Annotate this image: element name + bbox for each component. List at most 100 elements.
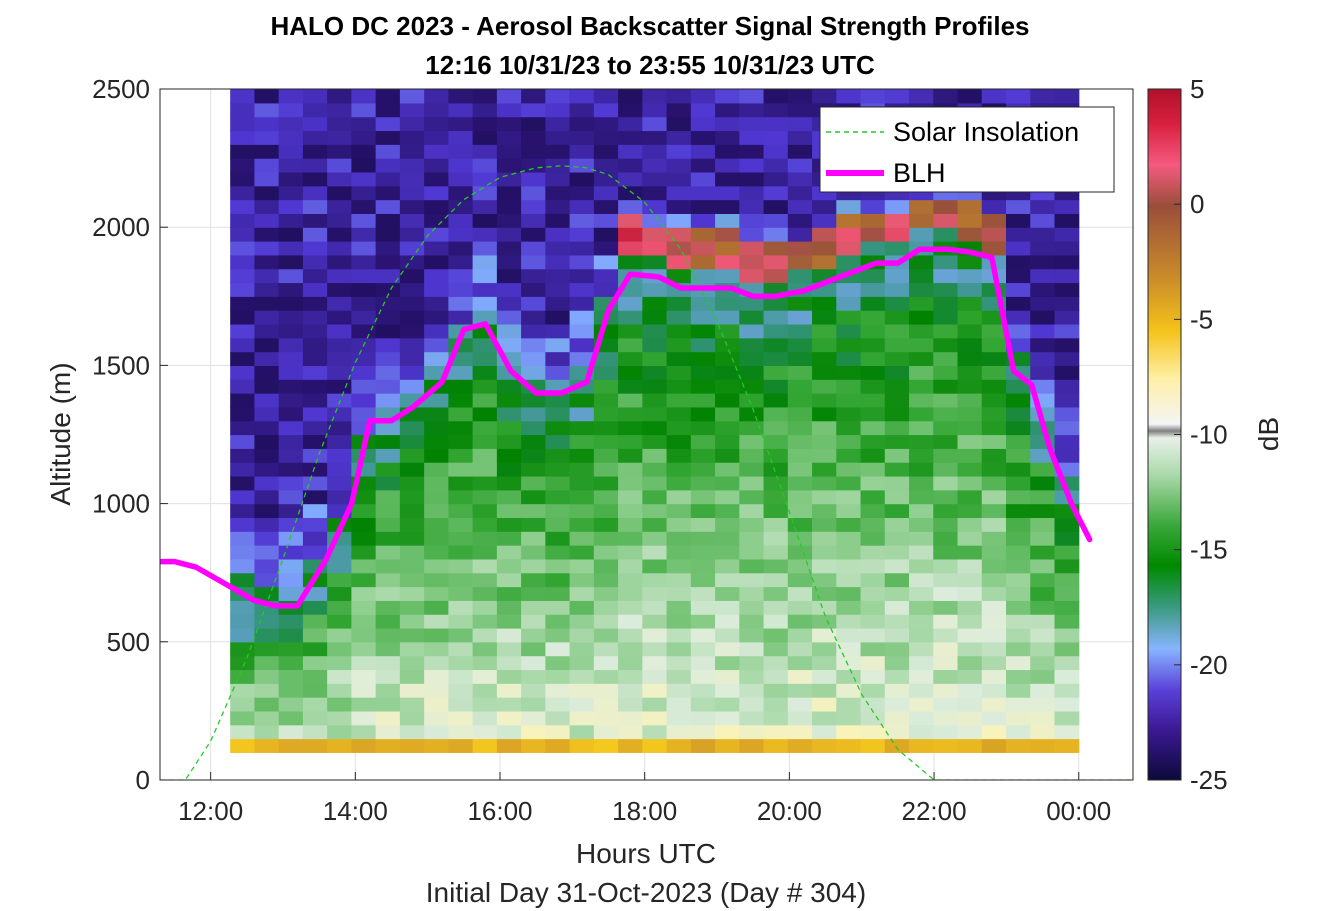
heatmap-cell xyxy=(1054,517,1080,532)
heatmap-cell xyxy=(399,710,425,726)
heatmap-cell xyxy=(1006,420,1031,436)
heatmap-cell xyxy=(424,448,449,463)
heatmap-cell xyxy=(278,199,304,214)
heatmap-cell xyxy=(933,683,959,698)
heatmap-cell xyxy=(521,627,546,643)
heatmap-cell xyxy=(230,558,256,574)
heatmap-cell xyxy=(763,572,789,588)
heatmap-cell xyxy=(787,102,813,118)
heatmap-cell xyxy=(230,697,256,712)
heatmap-cell xyxy=(278,558,304,574)
heatmap-cell xyxy=(763,185,789,201)
heatmap-cell xyxy=(424,323,449,339)
heatmap-cell xyxy=(230,268,256,284)
heatmap-cell xyxy=(933,379,959,394)
heatmap-cell xyxy=(884,282,910,297)
heatmap-cell xyxy=(787,697,813,712)
heatmap-cell xyxy=(642,503,668,519)
heatmap-cell xyxy=(909,724,934,740)
heatmap-cell xyxy=(666,572,692,588)
heatmap-cell xyxy=(981,213,1007,228)
heatmap-cell xyxy=(1054,310,1080,325)
heatmap-cell xyxy=(763,89,789,104)
heatmap-cell xyxy=(545,475,571,491)
heatmap-cell xyxy=(739,116,765,132)
heatmap-cell xyxy=(593,600,619,615)
heatmap-cell xyxy=(690,697,716,712)
heatmap-cell xyxy=(351,351,377,366)
heatmap-cell xyxy=(399,89,425,104)
heatmap-cell xyxy=(230,531,256,546)
heatmap-cell xyxy=(351,310,377,325)
heatmap-cell xyxy=(472,171,498,187)
heatmap-cell xyxy=(1030,254,1056,270)
heatmap-cell xyxy=(230,683,256,698)
heatmap-cell xyxy=(909,572,934,588)
heatmap-cell xyxy=(1054,213,1080,228)
heatmap-cell xyxy=(351,158,377,173)
heatmap-cell xyxy=(618,406,643,422)
heatmap-cell xyxy=(521,158,546,173)
heatmap-cell xyxy=(254,475,280,491)
heatmap-cell xyxy=(424,683,449,698)
heatmap-cell xyxy=(375,655,401,671)
heatmap-cell xyxy=(763,130,789,145)
heatmap-cell xyxy=(763,116,789,132)
heatmap-cell xyxy=(327,489,352,505)
colorbar-tick-label-5: -20 xyxy=(1190,650,1228,680)
heatmap-cell xyxy=(812,503,837,519)
heatmap-cell xyxy=(642,296,668,311)
heatmap-cell xyxy=(254,586,280,601)
heatmap-cell xyxy=(448,641,474,657)
heatmap-cell xyxy=(642,379,668,394)
heatmap-cell xyxy=(496,558,522,574)
heatmap-cell xyxy=(1006,393,1031,408)
heatmap-cell xyxy=(1030,337,1056,353)
heatmap-cell xyxy=(860,337,886,353)
heatmap-cell xyxy=(933,697,959,712)
heatmap-cell xyxy=(715,116,740,132)
heatmap-cell xyxy=(351,379,377,394)
heatmap-cell xyxy=(666,393,692,408)
heatmap-cell xyxy=(933,710,959,726)
heatmap-cell xyxy=(884,710,910,726)
heatmap-cell xyxy=(860,489,886,505)
heatmap-cell xyxy=(957,503,983,519)
heatmap-cell xyxy=(1030,710,1056,726)
heatmap-cell xyxy=(545,503,571,519)
heatmap-cell xyxy=(327,448,352,463)
heatmap-cell xyxy=(399,489,425,505)
heatmap-cell xyxy=(327,241,352,256)
heatmap-cell xyxy=(327,171,352,187)
heatmap-cell xyxy=(666,199,692,214)
heatmap-cell xyxy=(448,586,474,601)
heatmap-cell xyxy=(278,185,304,201)
heatmap-cell xyxy=(230,296,256,311)
heatmap-cell xyxy=(569,503,595,519)
heatmap-cell xyxy=(884,462,910,477)
heatmap-cell xyxy=(254,669,280,684)
heatmap-cell xyxy=(690,171,716,187)
heatmap-cell xyxy=(569,199,595,214)
heatmap-cell xyxy=(254,116,280,132)
heatmap-cell xyxy=(860,227,886,242)
x-tick-label-1: 14:00 xyxy=(323,796,388,826)
heatmap-cell xyxy=(1054,89,1080,104)
heatmap-cell xyxy=(763,586,789,601)
heatmap-cell xyxy=(787,227,813,242)
heatmap-cell xyxy=(1006,475,1031,491)
heatmap-cell xyxy=(884,241,910,256)
heatmap-cell xyxy=(933,448,959,463)
heatmap-cell xyxy=(254,144,280,159)
heatmap-cell xyxy=(739,323,765,339)
heatmap-cell xyxy=(666,724,692,740)
heatmap-cell xyxy=(254,517,280,532)
series-line-solar-insolation xyxy=(160,165,1133,780)
heatmap-cell xyxy=(278,434,304,449)
heatmap-cell xyxy=(254,379,280,394)
heatmap-cell xyxy=(593,254,619,270)
heatmap-cell xyxy=(787,475,813,491)
heatmap-cell xyxy=(715,724,740,740)
heatmap-cell xyxy=(884,434,910,449)
heatmap-cell xyxy=(424,655,449,671)
